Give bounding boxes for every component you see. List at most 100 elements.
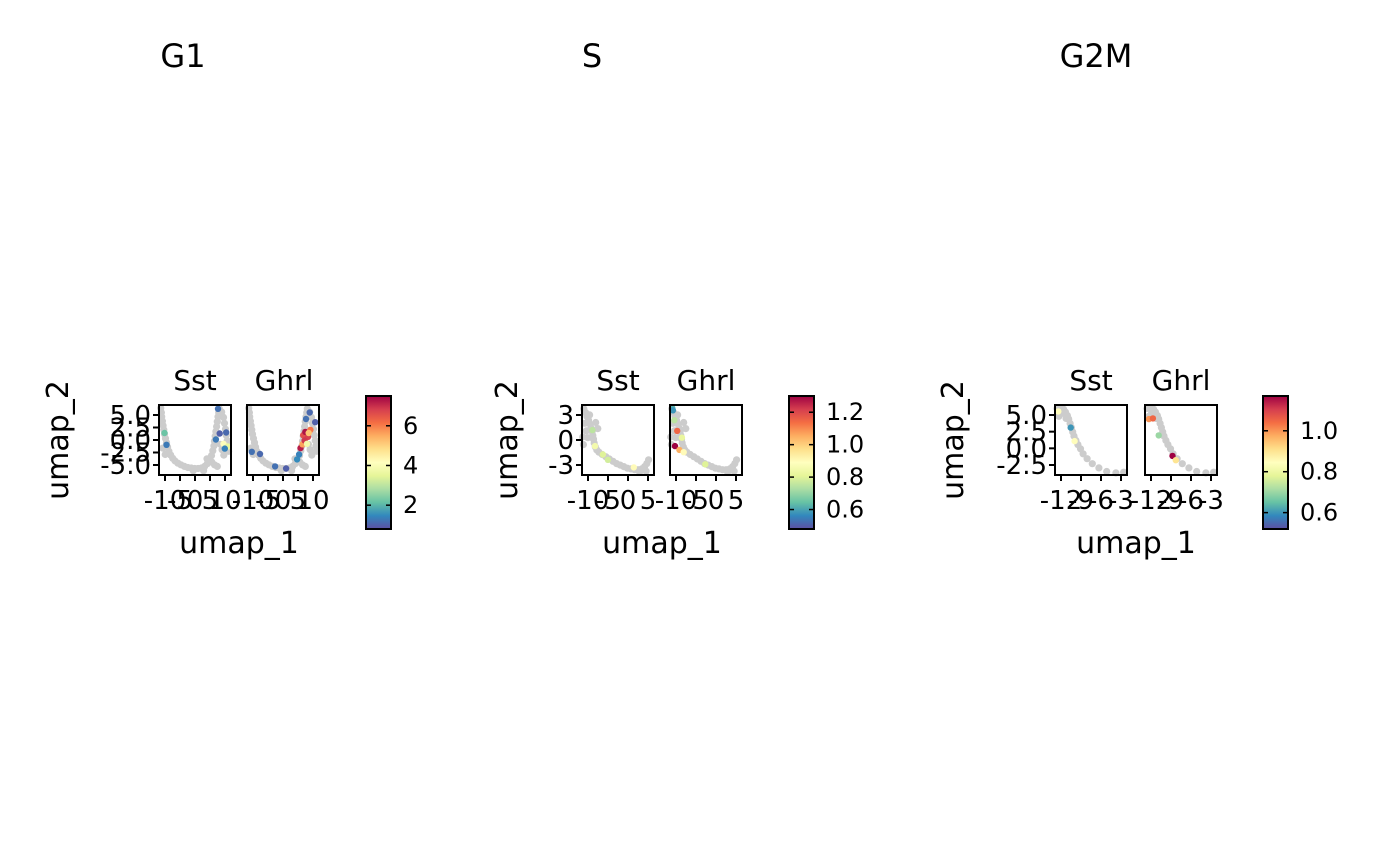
- cell-point-grey: [582, 427, 590, 435]
- cell-point-grey: [674, 411, 682, 419]
- cell-point: [305, 429, 312, 437]
- cell-point-grey: [586, 411, 594, 419]
- x-tick-label: -12: [1130, 486, 1172, 516]
- y-tick-label: -5.0: [100, 451, 151, 481]
- y-tick-label: -2.5: [996, 451, 1047, 481]
- cell-point: [604, 456, 612, 463]
- cell-point-grey: [642, 467, 650, 475]
- panel-title: G1: [160, 37, 205, 75]
- cell-point: [312, 419, 319, 426]
- g2m-panel: G2M umap_1 umap_2 Sst Ghrl -12-9-6-35.02…: [936, 37, 1338, 561]
- colorbar-tick-label: 0.8: [826, 463, 864, 491]
- facet-label-ghrl: Ghrl: [255, 364, 314, 397]
- cell-point-grey: [311, 436, 319, 445]
- cell-point: [163, 441, 170, 448]
- cell-point: [1071, 437, 1078, 445]
- cell-point: [161, 429, 168, 437]
- g1-panel: G1 umap_1 umap_2 Sst Ghrl -10-505105.02.…: [41, 37, 418, 561]
- cell-point: [702, 461, 709, 468]
- y-tick-label: 2.5: [1006, 418, 1047, 448]
- x-tick-label: -10: [232, 486, 274, 516]
- cell-point: [306, 409, 313, 416]
- colorbar-tick-label: 0.6: [826, 496, 864, 524]
- colorbar: 0.6 0.8 1.0 1.2: [788, 395, 864, 530]
- cell-point: [303, 440, 311, 447]
- facet-frame: [669, 404, 743, 476]
- cell-point: [1155, 432, 1162, 439]
- x-tick-label: 10: [208, 486, 241, 516]
- x-tick-label: 5: [290, 486, 307, 516]
- x-tick-label: 5: [202, 486, 219, 516]
- cell-point: [223, 429, 230, 436]
- y-tick-label: -2.5: [100, 439, 151, 469]
- cell-point: [248, 448, 255, 455]
- cell-point: [599, 451, 607, 458]
- cell-point: [674, 427, 681, 435]
- cell-point-grey: [1178, 460, 1186, 468]
- colorbar-gradient: [365, 395, 392, 530]
- x-tick-label: -9: [1158, 486, 1184, 516]
- cell-point-grey: [1062, 414, 1070, 422]
- x-tick-label: 0: [187, 486, 204, 516]
- facet-ghrl: -10-50 5: [655, 404, 744, 516]
- cell-point: [214, 405, 222, 412]
- x-tick-label: -9: [1068, 486, 1094, 516]
- colorbar: 0.6 0.8 1.0: [1262, 395, 1338, 530]
- y-tick-label: -3: [548, 451, 574, 481]
- cell-point-grey: [288, 467, 296, 475]
- cell-point: [293, 456, 301, 463]
- cell-point: [216, 430, 223, 437]
- y-axis-label: umap_2: [490, 380, 525, 500]
- colorbar-gradient: [788, 395, 815, 530]
- cell-point-grey: [1103, 467, 1111, 476]
- cell-point: [1067, 424, 1074, 431]
- cell-point-grey: [592, 418, 600, 427]
- x-tick-label: -10: [144, 486, 186, 516]
- cell-point: [671, 417, 678, 424]
- x-tick-label: -12: [1040, 486, 1082, 516]
- cell-point-grey: [301, 462, 309, 470]
- cell-point: [256, 450, 264, 458]
- cell-point-grey: [579, 441, 588, 449]
- colorbar-tick-label: 0.8: [1300, 458, 1338, 486]
- cell-point: [282, 465, 290, 472]
- y-axis-label: umap_2: [41, 380, 76, 500]
- cell-point-grey: [1083, 455, 1091, 463]
- facet-label-ghrl: Ghrl: [677, 364, 736, 397]
- cell-point: [302, 415, 310, 423]
- cell-point-grey: [724, 468, 732, 476]
- x-tick-label: -6: [1088, 486, 1114, 516]
- y-tick-label: 5.0: [1006, 401, 1047, 431]
- cell-point-grey: [636, 468, 644, 476]
- cell-point-grey: [312, 442, 320, 450]
- x-tick-label: 0: [275, 486, 292, 516]
- y-axis-label: umap_2: [936, 380, 971, 500]
- colorbar-tick-label: 1.0: [1300, 417, 1338, 445]
- cell-point-grey: [682, 425, 690, 433]
- cell-point-grey: [213, 462, 221, 470]
- cell-point-grey: [645, 456, 653, 464]
- y-tick-label: 3: [557, 401, 574, 431]
- x-tick-label: 0: [708, 486, 725, 516]
- colorbar-tick-label: 2: [403, 491, 418, 519]
- y-tick-label: 2.5: [110, 414, 151, 444]
- cell-point-grey: [219, 413, 228, 421]
- y-tick-label: 5.0: [110, 401, 151, 431]
- cell-point-grey: [1095, 464, 1103, 472]
- y-tick-label: 0: [557, 426, 574, 456]
- cell-point: [295, 451, 303, 458]
- colorbar-tick-label: 4: [403, 451, 418, 479]
- x-tick-label: -5: [255, 486, 281, 516]
- cell-point: [1172, 457, 1180, 464]
- facet-label-sst: Sst: [596, 364, 639, 397]
- cell-point-grey: [308, 451, 316, 459]
- panel-title: G2M: [1060, 37, 1133, 75]
- facet-ghrl: -12-9-6-3: [1130, 404, 1224, 516]
- facet-label-ghrl: Ghrl: [1152, 364, 1211, 397]
- x-tick-label: -5: [683, 486, 709, 516]
- cell-point: [1149, 415, 1157, 422]
- cell-point-grey: [220, 451, 228, 459]
- cell-point-grey: [200, 467, 208, 475]
